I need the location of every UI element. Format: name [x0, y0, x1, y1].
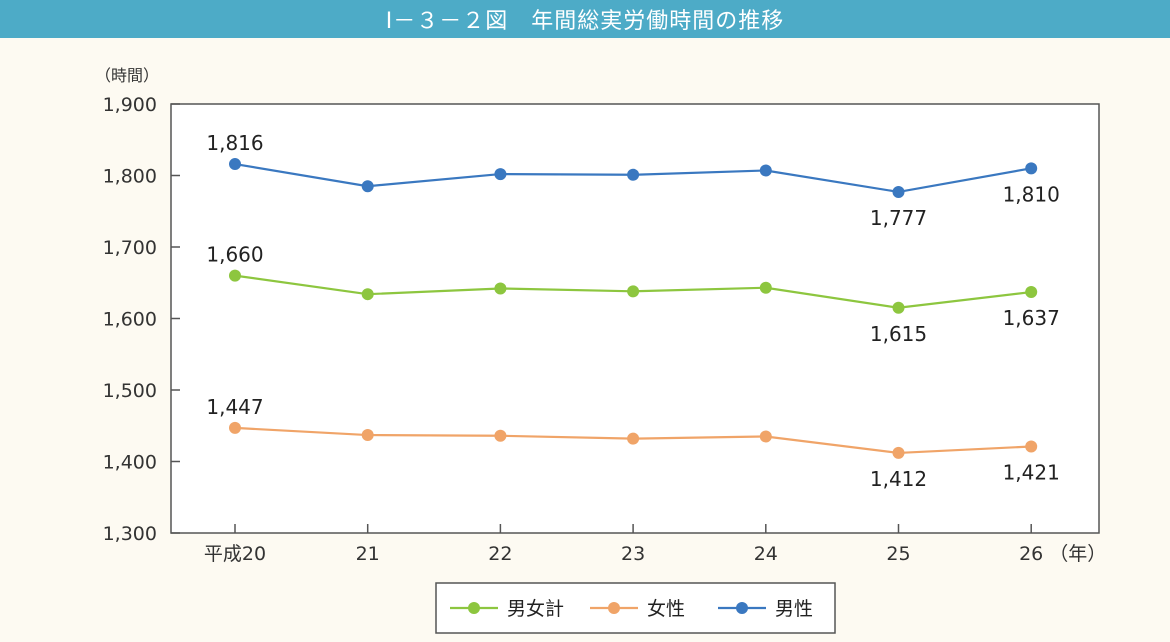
- data-point: [627, 168, 640, 181]
- x-tick-label: 24: [754, 543, 778, 565]
- data-point: [1025, 440, 1038, 453]
- data-point: [229, 269, 241, 282]
- data-label: 1,637: [1003, 306, 1060, 330]
- legend-label: 男性: [775, 598, 813, 620]
- x-tick-label: 26: [1019, 543, 1043, 565]
- data-label: 1,816: [206, 131, 263, 155]
- x-tick-label: 23: [621, 543, 645, 565]
- y-tick-label: 1,900: [103, 94, 157, 116]
- y-tick-label: 1,400: [103, 452, 157, 474]
- y-tick-label: 1,600: [103, 309, 157, 331]
- legend-marker: [608, 602, 620, 614]
- data-point: [494, 282, 507, 295]
- data-label: 1,421: [1003, 460, 1060, 484]
- y-tick-label: 1,500: [103, 380, 157, 402]
- data-label: 1,412: [870, 467, 927, 491]
- plot-area: [170, 103, 1100, 534]
- data-point: [627, 432, 640, 445]
- legend-label: 女性: [647, 598, 685, 620]
- data-label: 1,660: [206, 243, 263, 267]
- data-point: [759, 164, 772, 177]
- figure-title-bar: Ⅰ－３－２図 年間総実労働時間の推移: [0, 0, 1170, 38]
- data-point: [1025, 286, 1038, 299]
- legend-label: 男女計: [507, 598, 564, 620]
- figure-title: 年間総実労働時間の推移: [531, 9, 785, 34]
- y-axis-unit: （時間）: [95, 66, 159, 85]
- data-point: [229, 158, 241, 171]
- x-tick-label: 平成20: [204, 543, 266, 565]
- y-tick-label: 1,800: [103, 166, 157, 188]
- y-tick-label: 1,700: [103, 237, 157, 259]
- x-tick-label: 22: [488, 543, 512, 565]
- data-label: 1,615: [870, 322, 927, 346]
- figure-number: Ⅰ－３－２図: [385, 9, 509, 34]
- data-point: [361, 429, 374, 442]
- legend-marker: [736, 602, 748, 614]
- data-point: [229, 421, 241, 434]
- data-point: [627, 285, 640, 298]
- data-point: [494, 168, 507, 181]
- data-label: 1,810: [1003, 182, 1060, 206]
- data-point: [892, 301, 905, 314]
- data-point: [494, 429, 507, 442]
- data-label: 1,777: [870, 206, 927, 230]
- data-point: [759, 430, 772, 443]
- data-point: [892, 446, 905, 459]
- x-tick-label: 21: [356, 543, 380, 565]
- data-point: [361, 180, 374, 193]
- data-point: [759, 281, 772, 294]
- x-tick-label: 25: [886, 543, 910, 565]
- data-point: [361, 288, 374, 301]
- y-tick-label: 1,300: [103, 523, 157, 545]
- data-point: [892, 185, 905, 198]
- data-label: 1,447: [206, 395, 263, 419]
- x-axis-unit: （年）: [1049, 543, 1106, 565]
- legend-marker: [468, 602, 480, 614]
- data-point: [1025, 162, 1038, 175]
